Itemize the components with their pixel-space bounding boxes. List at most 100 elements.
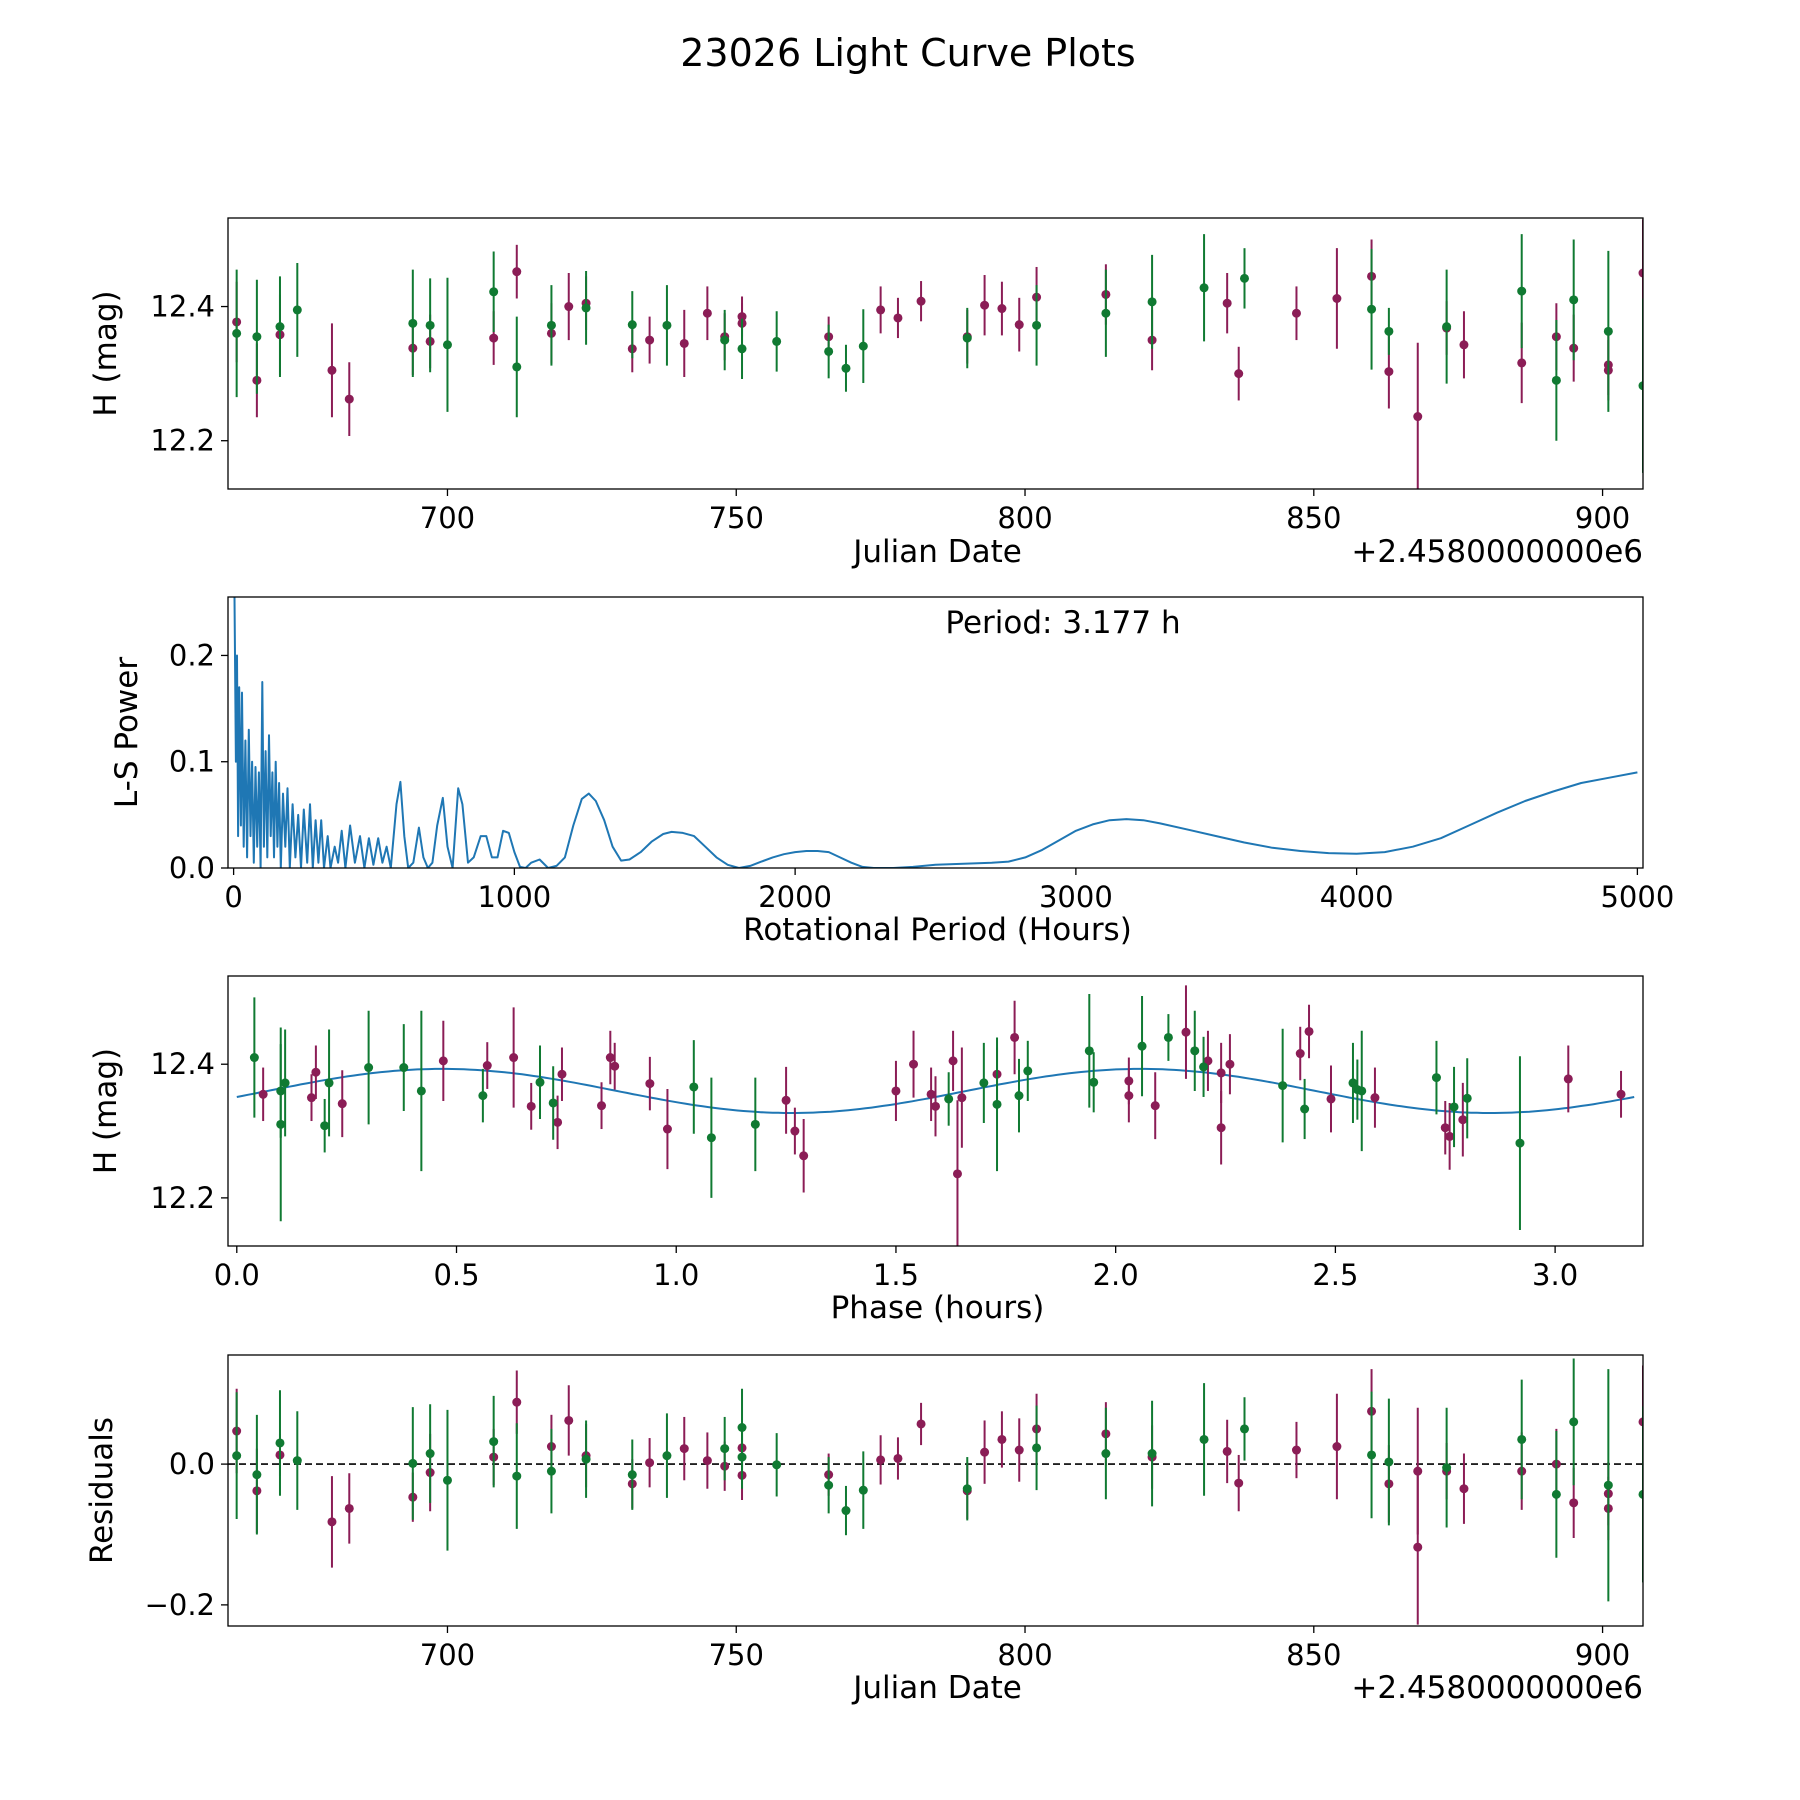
data-point [979, 1078, 989, 1088]
data-point [1291, 308, 1301, 318]
data-point [416, 1086, 426, 1096]
data-point [876, 305, 886, 315]
data-point [1563, 1074, 1573, 1084]
data-point [858, 341, 868, 351]
data-point [893, 313, 903, 323]
data-point [1101, 308, 1111, 318]
data-point [364, 1063, 374, 1073]
data-point [489, 1437, 499, 1447]
data-point [1638, 1489, 1643, 1499]
y-tick-label: 12.4 [150, 1047, 215, 1081]
data-point [702, 308, 712, 318]
data-point [841, 363, 851, 373]
y-tick-label: 0.2 [169, 638, 215, 672]
data-point [1413, 1542, 1423, 1552]
data-point [1124, 1091, 1134, 1101]
data-point [526, 1101, 536, 1111]
data-point [482, 1061, 492, 1071]
x-tick-label: 700 [420, 501, 475, 535]
data-point [1551, 375, 1561, 385]
data-point [546, 320, 556, 330]
data-point [1569, 295, 1579, 305]
data-point [1234, 1478, 1244, 1488]
data-point [1014, 1445, 1024, 1455]
residuals-plot-area [228, 1358, 1643, 1625]
periodogram-plot-area [233, 597, 1638, 868]
phased-panel: 0.0 0.5 1.0 1.5 2.0 2.5 3.0 12.2 12.4 Phase (hour… [88, 975, 1644, 1326]
data-point [306, 1093, 316, 1103]
data-point [1199, 283, 1209, 293]
data-point [980, 300, 990, 310]
periodogram-line [233, 597, 1638, 868]
data-point [1515, 1138, 1525, 1148]
data-point [916, 296, 926, 306]
data-point [509, 1053, 519, 1063]
data-point [1150, 1101, 1160, 1111]
data-point [1603, 1480, 1613, 1490]
lightcurve-x-axis-label: Julian Date [851, 534, 1022, 570]
data-point [781, 1095, 791, 1105]
x-tick-label: 3000 [1039, 880, 1113, 914]
data-point [324, 1078, 334, 1088]
data-point [1137, 1041, 1147, 1051]
data-point [627, 320, 637, 330]
data-point [992, 1099, 1002, 1109]
data-point [337, 1099, 347, 1109]
data-point [952, 1169, 962, 1179]
data-point [399, 1063, 409, 1073]
data-point [737, 344, 747, 354]
x-offset-label: +2.4580000000e6 [1351, 1670, 1643, 1706]
data-point [327, 365, 337, 375]
x-tick-label: 850 [1286, 1638, 1341, 1672]
data-point [893, 1453, 903, 1463]
data-point [1032, 1443, 1042, 1453]
data-point [564, 1415, 574, 1425]
data-point [1449, 1102, 1459, 1112]
data-point [799, 1151, 809, 1161]
data-point [824, 1480, 834, 1490]
x-tick-label: 0 [224, 880, 242, 914]
data-point [1431, 1073, 1441, 1083]
data-point [1239, 273, 1249, 283]
lightcurve-panel: 700 750 800 850 900 12.2 12.4 Julian Date H (mag… [88, 217, 1644, 570]
x-tick-label: 800 [997, 1638, 1052, 1672]
data-point [327, 1517, 337, 1527]
data-point [1234, 369, 1244, 379]
data-point [1413, 412, 1423, 422]
data-point [841, 1506, 851, 1516]
data-point [553, 1117, 563, 1127]
data-point [1222, 1446, 1232, 1456]
data-point [1101, 1449, 1111, 1459]
data-point [679, 1444, 689, 1454]
data-point [997, 304, 1007, 314]
data-point [1370, 1093, 1380, 1103]
data-point [689, 1082, 699, 1092]
data-point [1014, 1091, 1024, 1101]
data-point [1440, 1123, 1450, 1133]
data-point [249, 1053, 259, 1063]
data-point [1304, 1026, 1314, 1036]
y-tick-label: 12.2 [150, 424, 215, 458]
data-point [344, 394, 354, 404]
data-point [720, 1444, 730, 1454]
residuals-y-axis-label: Residuals [84, 1417, 120, 1564]
data-point [1326, 1094, 1336, 1104]
data-point [512, 1471, 522, 1481]
data-point [408, 318, 418, 328]
data-point [948, 1056, 958, 1066]
x-tick-label: 4000 [1320, 880, 1394, 914]
data-point [1216, 1123, 1226, 1133]
residuals-axes-frame [227, 1354, 1644, 1627]
y-tick-label: 0.0 [169, 1447, 215, 1481]
data-point [1384, 367, 1394, 377]
data-point [1517, 358, 1527, 368]
phased-y-axis-label: H (mag) [88, 1048, 124, 1174]
data-point [1190, 1046, 1200, 1056]
y-tick-label: 0.0 [169, 851, 215, 885]
lightcurve-axes-frame [227, 217, 1644, 490]
series-a [258, 985, 1626, 1246]
data-point [1199, 1434, 1209, 1444]
data-point [442, 340, 452, 350]
x-tick-label: 1000 [477, 880, 551, 914]
data-point [1517, 286, 1527, 296]
